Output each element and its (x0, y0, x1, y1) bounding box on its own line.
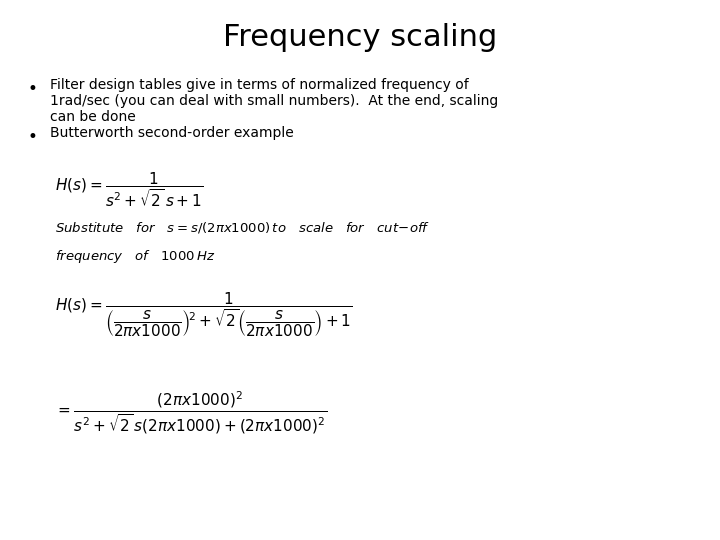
Text: •: • (28, 80, 38, 98)
Text: $\mathit{frequency}\quad\mathit{of}\quad 1000\,Hz$: $\mathit{frequency}\quad\mathit{of}\quad… (55, 248, 215, 265)
Text: $H(s) = \dfrac{1}{s^2+\sqrt{2}\,s+1}$: $H(s) = \dfrac{1}{s^2+\sqrt{2}\,s+1}$ (55, 170, 204, 209)
Text: •: • (28, 128, 38, 146)
Text: $\mathit{Substitute}\quad\mathit{for}\quad s=s/(2\pi x1000)\,\mathit{to}\quad\ma: $\mathit{Substitute}\quad\mathit{for}\qu… (55, 220, 431, 235)
Text: $=\dfrac{(2\pi x1000)^{2}}{s^2+\sqrt{2}\,s(2\pi x1000)+(2\pi x1000)^{2}}$: $=\dfrac{(2\pi x1000)^{2}}{s^2+\sqrt{2}\… (55, 390, 327, 436)
Text: Frequency scaling: Frequency scaling (223, 24, 497, 52)
Text: can be done: can be done (50, 110, 136, 124)
Text: 1rad/sec (you can deal with small numbers).  At the end, scaling: 1rad/sec (you can deal with small number… (50, 94, 498, 108)
Text: $H(s) = \dfrac{1}{\left(\dfrac{s}{2\pi x1000}\right)^{\!2}+\sqrt{2}\left(\dfrac{: $H(s) = \dfrac{1}{\left(\dfrac{s}{2\pi x… (55, 290, 353, 339)
Text: Butterworth second-order example: Butterworth second-order example (50, 126, 294, 140)
Text: Filter design tables give in terms of normalized frequency of: Filter design tables give in terms of no… (50, 78, 469, 92)
